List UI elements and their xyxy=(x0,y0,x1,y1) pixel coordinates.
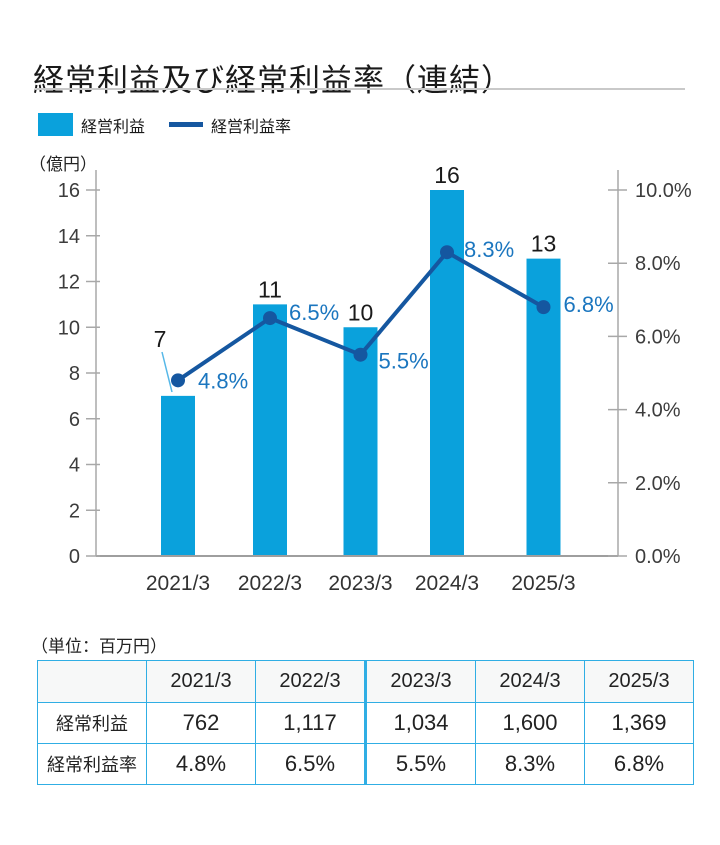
left-axis-unit-label: （億円） xyxy=(29,155,97,174)
right-axis-tick-label: 10.0% xyxy=(635,180,692,202)
table-col-header: 2021/3 xyxy=(146,660,256,703)
table-cell: 8.3% xyxy=(475,743,585,785)
table-cell: 1,600 xyxy=(475,702,585,744)
left-axis-tick-label: 12 xyxy=(58,272,80,294)
table-cell: 6.5% xyxy=(255,743,366,785)
bar-label-leader-line xyxy=(161,351,173,393)
table-corner-cell xyxy=(37,660,147,703)
bar-2023/3 xyxy=(343,327,378,556)
bar-value-label: 11 xyxy=(258,276,282,302)
legend-bar-label: 経営利益 xyxy=(81,118,146,136)
rate-marker-2024/3 xyxy=(440,245,454,260)
table-cell: 1,034 xyxy=(364,702,476,744)
x-axis-label: 2023/3 xyxy=(328,572,392,595)
table-row-header: 経常利益率 xyxy=(37,743,147,785)
table-col-header: 2023/3 xyxy=(364,660,476,703)
table-cell: 5.5% xyxy=(364,743,476,785)
bar-2024/3 xyxy=(430,190,464,556)
rate-value-label: 5.5% xyxy=(379,349,429,374)
rate-value-label: 6.8% xyxy=(564,292,614,317)
table-row-header: 経常利益 xyxy=(37,702,147,744)
right-axis-tick-label: 8.0% xyxy=(635,253,681,275)
x-axis-label: 2024/3 xyxy=(415,572,479,595)
table-col-header: 2022/3 xyxy=(255,660,366,703)
rate-value-label: 6.5% xyxy=(289,300,339,325)
rate-marker-2022/3 xyxy=(263,311,277,326)
rate-marker-2025/3 xyxy=(536,300,551,315)
left-axis-tick-label: 14 xyxy=(58,226,80,248)
right-axis-tick-label: 2.0% xyxy=(635,473,681,495)
legend-line-swatch-icon xyxy=(169,122,204,127)
table-row: 経常利益率 4.8% 6.5% 5.5% 8.3% 6.8% xyxy=(37,743,694,785)
left-axis-tick-label: 4 xyxy=(69,455,80,477)
table-col-header: 2025/3 xyxy=(584,660,694,703)
table-row: 経常利益 762 1,117 1,034 1,600 1,369 xyxy=(37,702,694,744)
left-axis-tick-label: 0 xyxy=(69,546,80,568)
right-axis-tick-label: 4.0% xyxy=(635,400,681,422)
bar-value-label: 13 xyxy=(531,231,557,257)
left-axis-tick-label: 16 xyxy=(58,180,80,202)
financial-data-table: 2021/3 2022/3 2023/3 2024/3 2025/3 経常利益 762 1,1… xyxy=(37,660,694,785)
rate-marker-2021/3 xyxy=(171,373,185,388)
bar-value-label: 10 xyxy=(348,299,374,325)
legend-bar-swatch-icon xyxy=(38,113,73,136)
table-cell: 6.8% xyxy=(584,743,694,785)
left-axis-tick-label: 10 xyxy=(58,317,80,339)
left-axis-tick-label: 8 xyxy=(69,363,80,385)
rate-marker-2023/3 xyxy=(353,347,368,362)
table-unit-note: （単位：百万円） xyxy=(31,637,167,656)
x-axis-label: 2025/3 xyxy=(511,572,575,595)
title-divider xyxy=(35,88,685,90)
table-cell: 1,117 xyxy=(255,702,366,744)
legend-line-label: 経営利益率 xyxy=(211,118,292,136)
combo-chart: 0 2 4 6 8 10 12 14 16 0.0% 2.0% 4.0% 6.0% 8.0% 10.0% 20… xyxy=(58,162,692,595)
page-title: 経常利益及び経常利益率（連結） xyxy=(33,62,513,98)
bar-value-label: 16 xyxy=(434,162,460,188)
right-axis-tick-label: 0.0% xyxy=(635,546,681,568)
bar-2021/3 xyxy=(161,395,195,556)
x-axis-label: 2021/3 xyxy=(146,572,210,595)
table-cell: 762 xyxy=(146,702,256,744)
rate-value-label: 8.3% xyxy=(464,237,514,262)
table-cell: 4.8% xyxy=(146,743,256,785)
bar-2022/3 xyxy=(253,304,287,556)
rate-value-label: 4.8% xyxy=(198,368,248,393)
table-header-row: 2021/3 2022/3 2023/3 2024/3 2025/3 xyxy=(37,660,694,703)
table-col-header: 2024/3 xyxy=(475,660,585,703)
x-axis-label: 2022/3 xyxy=(238,572,302,595)
right-axis-tick-label: 6.0% xyxy=(635,326,681,348)
left-axis-tick-label: 2 xyxy=(69,500,80,522)
bar-value-label: 7 xyxy=(154,326,167,352)
table-cell: 1,369 xyxy=(584,702,694,744)
left-axis-tick-label: 6 xyxy=(69,409,80,431)
chart-legend: 経営利益 経営利益率 xyxy=(38,112,291,137)
